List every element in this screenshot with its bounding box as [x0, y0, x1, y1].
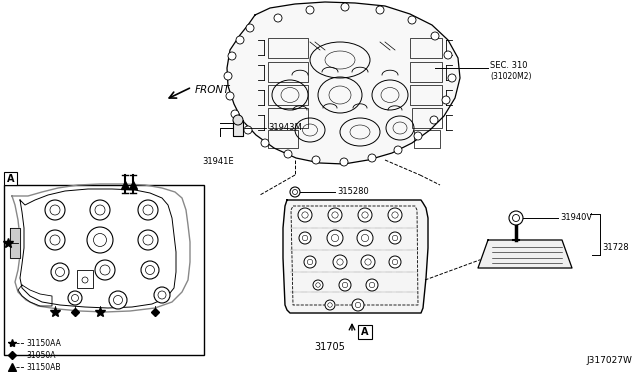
- Text: 315280: 315280: [337, 187, 369, 196]
- Polygon shape: [233, 120, 243, 136]
- Polygon shape: [10, 228, 20, 258]
- Circle shape: [358, 208, 372, 222]
- Bar: [268, 62, 308, 82]
- Circle shape: [340, 158, 348, 166]
- Bar: [268, 108, 308, 128]
- Circle shape: [366, 279, 378, 291]
- Circle shape: [408, 16, 416, 24]
- Circle shape: [361, 255, 375, 269]
- Circle shape: [312, 156, 320, 164]
- Bar: [4, 172, 17, 185]
- Circle shape: [261, 139, 269, 147]
- Text: A: A: [7, 173, 14, 183]
- Bar: [410, 62, 442, 82]
- Circle shape: [231, 110, 239, 118]
- Circle shape: [388, 208, 402, 222]
- Bar: [4, 185, 204, 355]
- Bar: [410, 85, 442, 105]
- Circle shape: [290, 187, 300, 197]
- Circle shape: [90, 200, 110, 220]
- Circle shape: [298, 208, 312, 222]
- Circle shape: [442, 96, 450, 104]
- Circle shape: [45, 200, 65, 220]
- Text: 31150AB: 31150AB: [26, 362, 61, 372]
- Text: 31940V: 31940V: [560, 214, 592, 222]
- Text: A: A: [361, 327, 369, 337]
- Polygon shape: [478, 240, 572, 268]
- Circle shape: [430, 116, 438, 124]
- Circle shape: [306, 6, 314, 14]
- Circle shape: [448, 74, 456, 82]
- Circle shape: [304, 256, 316, 268]
- Circle shape: [509, 211, 523, 225]
- Text: 31150AA: 31150AA: [26, 339, 61, 347]
- Polygon shape: [283, 200, 428, 313]
- Circle shape: [226, 92, 234, 100]
- Circle shape: [45, 230, 65, 250]
- Circle shape: [51, 263, 69, 281]
- Circle shape: [341, 3, 349, 11]
- Text: J317027W: J317027W: [586, 356, 632, 365]
- Bar: [358, 325, 372, 339]
- Text: FRONT: FRONT: [195, 85, 230, 95]
- Circle shape: [141, 261, 159, 279]
- Circle shape: [357, 230, 373, 246]
- Bar: [77, 270, 93, 288]
- Circle shape: [284, 150, 292, 158]
- Bar: [268, 130, 298, 148]
- Bar: [414, 130, 440, 148]
- Circle shape: [246, 24, 254, 32]
- Circle shape: [313, 280, 323, 290]
- Bar: [412, 108, 442, 128]
- Circle shape: [394, 146, 402, 154]
- Polygon shape: [227, 2, 460, 164]
- Circle shape: [444, 51, 452, 59]
- Circle shape: [244, 126, 252, 134]
- Text: 31728: 31728: [602, 244, 628, 253]
- Circle shape: [224, 72, 232, 80]
- Bar: [410, 38, 442, 58]
- Circle shape: [368, 154, 376, 162]
- Circle shape: [299, 232, 311, 244]
- Circle shape: [138, 200, 158, 220]
- Circle shape: [328, 208, 342, 222]
- Circle shape: [376, 6, 384, 14]
- Circle shape: [389, 232, 401, 244]
- Bar: [268, 38, 308, 58]
- Text: 31943M: 31943M: [268, 124, 301, 132]
- Circle shape: [236, 36, 244, 44]
- Circle shape: [431, 32, 439, 40]
- Circle shape: [233, 115, 243, 125]
- Circle shape: [274, 14, 282, 22]
- Circle shape: [82, 277, 88, 283]
- Circle shape: [327, 230, 343, 246]
- Circle shape: [138, 230, 158, 250]
- Circle shape: [68, 291, 82, 305]
- Circle shape: [414, 132, 422, 140]
- Text: 31941E: 31941E: [202, 157, 234, 167]
- Circle shape: [228, 52, 236, 60]
- Text: SEC. 310: SEC. 310: [490, 61, 527, 70]
- Text: 31050A: 31050A: [26, 350, 56, 359]
- Circle shape: [154, 287, 170, 303]
- Circle shape: [352, 299, 364, 311]
- Circle shape: [325, 300, 335, 310]
- Circle shape: [87, 227, 113, 253]
- Circle shape: [389, 256, 401, 268]
- Circle shape: [333, 255, 347, 269]
- Circle shape: [109, 291, 127, 309]
- Text: (31020M2): (31020M2): [490, 73, 531, 81]
- Circle shape: [339, 279, 351, 291]
- Circle shape: [95, 260, 115, 280]
- Text: 31705: 31705: [315, 342, 346, 352]
- Bar: [268, 85, 308, 105]
